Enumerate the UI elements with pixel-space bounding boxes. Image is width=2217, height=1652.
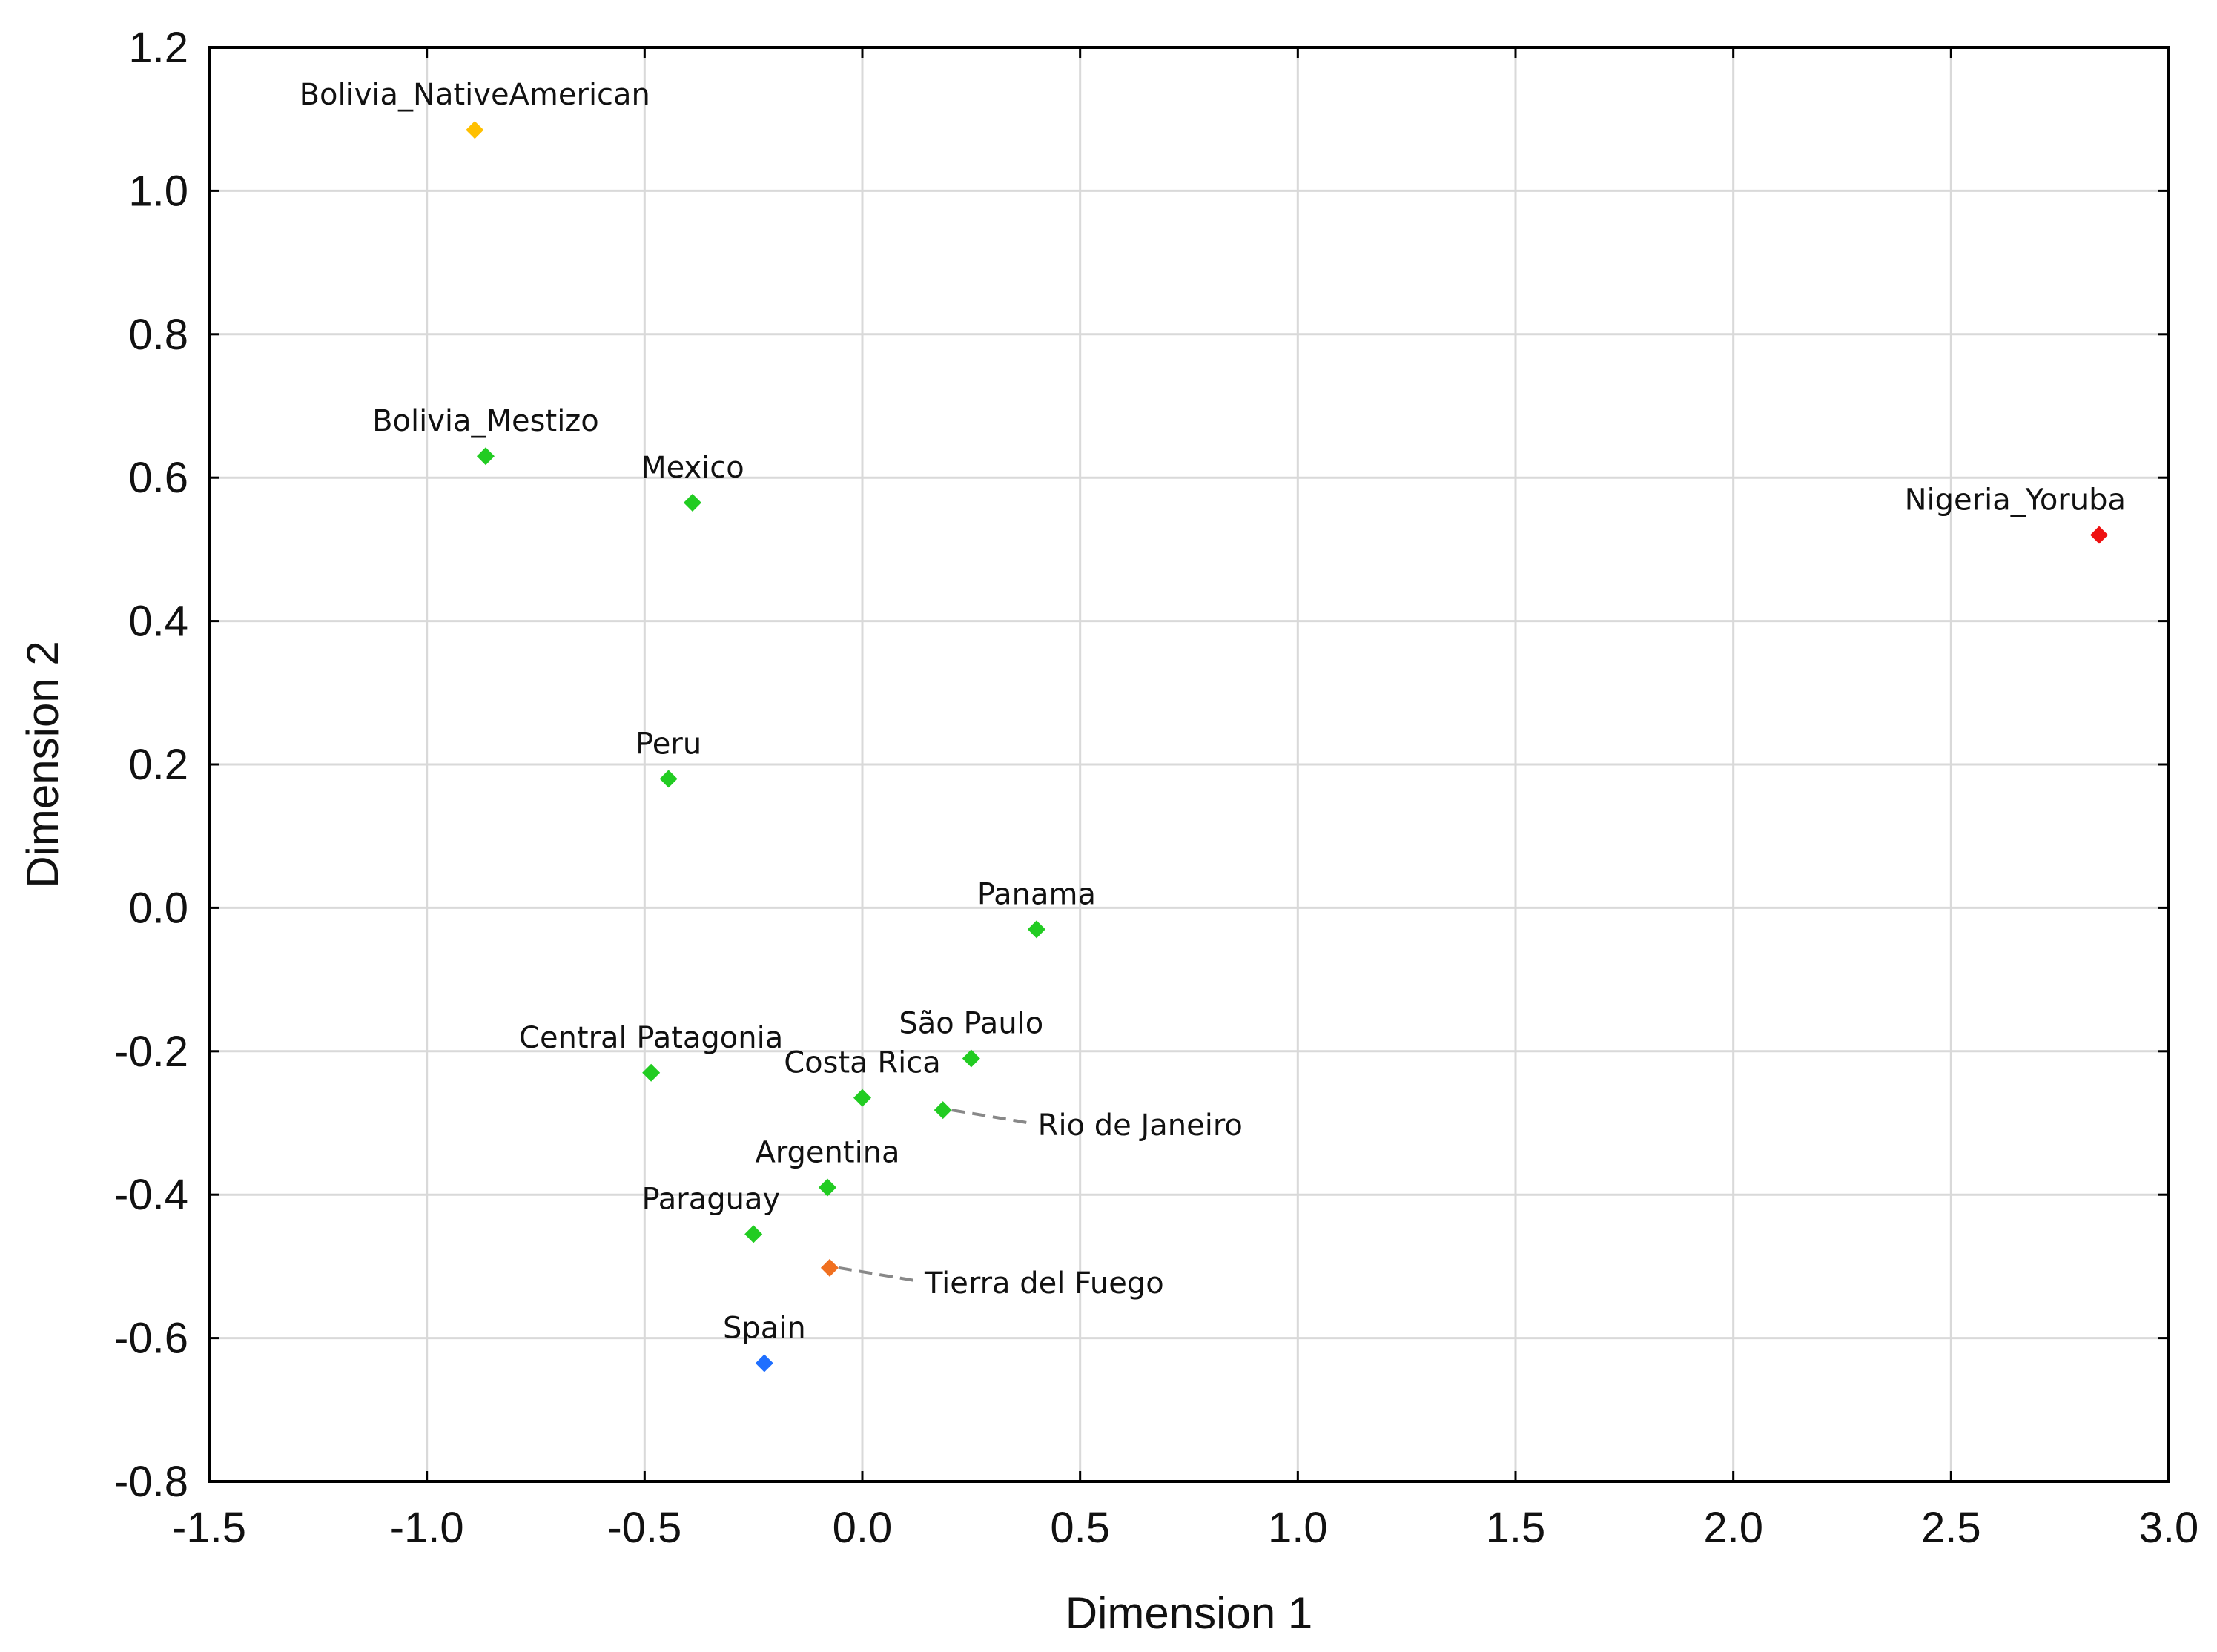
y-tick-label: 0.4 — [128, 598, 188, 646]
x-tick-label: 1.0 — [1268, 1504, 1328, 1552]
label-costa-rica: Costa Rica — [784, 1046, 941, 1080]
data-points — [466, 121, 2109, 1372]
point-central-patagonia — [642, 1063, 661, 1082]
label-panama: Panama — [977, 877, 1096, 911]
x-tick-label: 0.5 — [1050, 1504, 1110, 1552]
x-tick-label: 3.0 — [2139, 1504, 2199, 1552]
point-bolivia-mestizo — [476, 447, 495, 466]
point-paraguay — [744, 1225, 763, 1243]
point-costa-rica — [853, 1088, 871, 1107]
label-s-o-paulo: São Paulo — [899, 1006, 1043, 1040]
label-central-patagonia: Central Patagonia — [519, 1021, 783, 1055]
y-tick-label: -0.4 — [114, 1171, 188, 1219]
x-tick-label: -1.0 — [390, 1504, 464, 1552]
y-tick-label: 0.0 — [128, 884, 188, 932]
point-tierra-del-fuego — [820, 1258, 839, 1277]
y-tick-label: 1.0 — [128, 167, 188, 215]
point-argentina — [819, 1178, 837, 1197]
y-tick-label: -0.8 — [114, 1458, 188, 1506]
label-peru: Peru — [635, 727, 701, 761]
point-peru — [659, 770, 678, 788]
y-tick-label: 0.8 — [128, 311, 188, 359]
gridlines — [208, 46, 2170, 1483]
label-spain: Spain — [723, 1311, 806, 1345]
leader-rio-de-janeiro — [951, 1109, 1032, 1126]
leader-tierra-del-fuego — [838, 1266, 919, 1283]
x-tick-label: 0.0 — [833, 1504, 893, 1552]
label-nigeria-yoruba: Nigeria_Yoruba — [1905, 483, 2126, 518]
y-tick-label: 1.2 — [128, 24, 188, 72]
label-paraguay: Paraguay — [641, 1182, 780, 1216]
point-nigeria-yoruba — [2090, 526, 2109, 544]
x-tick-label: 2.0 — [1703, 1504, 1763, 1552]
point-spain — [755, 1354, 773, 1372]
point-labels: Bolivia_NativeAmerican Bolivia_Mestizo Mex… — [300, 78, 2126, 1345]
y-tick-label: -0.2 — [114, 1028, 188, 1076]
point-s-o-paulo — [962, 1049, 980, 1068]
y-axis-tick-labels: -0.8 -0.6 -0.4 -0.2 0.0 0.2 0.4 0.6 0.8 1.0 1.2 — [114, 24, 188, 1506]
leader-lines — [838, 1109, 1032, 1283]
point-panama — [1027, 920, 1045, 939]
x-tick-label: -1.5 — [172, 1504, 246, 1552]
x-tick-label: 2.5 — [1921, 1504, 1981, 1552]
y-tick-label: 0.2 — [128, 741, 188, 789]
label-bolivia-mestizo: Bolivia_Mestizo — [372, 404, 599, 438]
x-tick-label: 1.5 — [1486, 1504, 1546, 1552]
x-axis-title: Dimension 1 — [1065, 1588, 1313, 1638]
y-tick-label: -0.6 — [114, 1315, 188, 1363]
x-tick-label: -0.5 — [607, 1504, 681, 1552]
y-tick-label: 0.6 — [128, 454, 188, 502]
point-bolivia-nativeamerican — [466, 121, 484, 139]
point-mexico — [683, 494, 701, 512]
point-rio-de-janeiro — [934, 1101, 952, 1120]
label-bolivia-nativeamerican: Bolivia_NativeAmerican — [300, 78, 650, 112]
y-axis-title: Dimension 2 — [18, 641, 67, 888]
label-tierra-del-fuego: Tierra del Fuego — [924, 1266, 1164, 1301]
label-argentina: Argentina — [755, 1136, 899, 1170]
x-axis-tick-labels: -1.5 -1.0 -0.5 0.0 0.5 1.0 1.5 2.0 2.5 3.0 — [172, 1504, 2198, 1552]
plot-frame — [208, 46, 2170, 1483]
label-mexico: Mexico — [641, 451, 744, 485]
label-rio-de-janeiro: Rio de Janeiro — [1038, 1109, 1243, 1143]
